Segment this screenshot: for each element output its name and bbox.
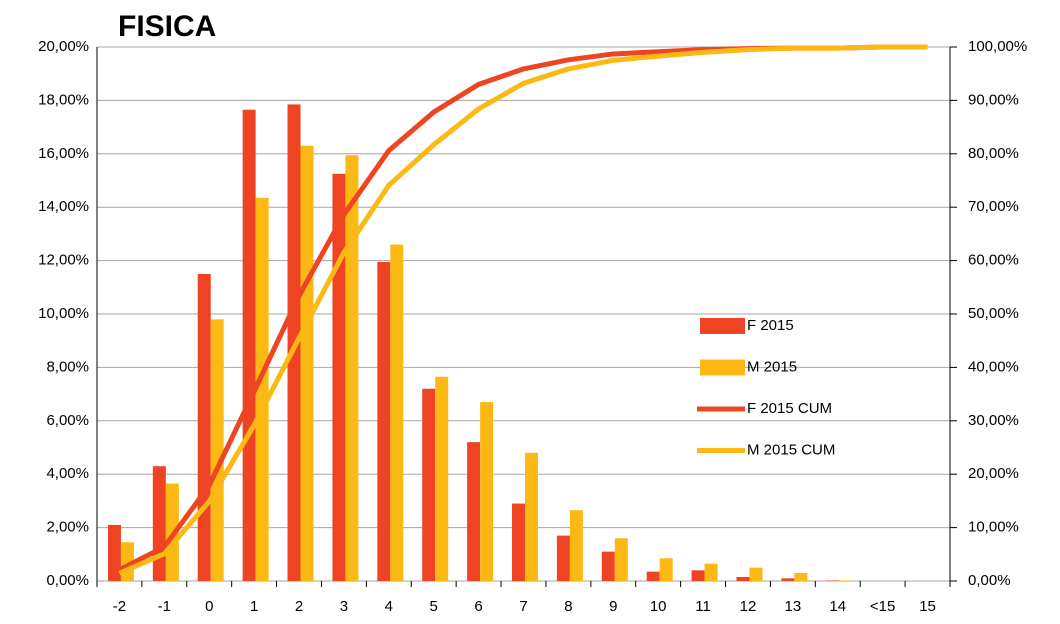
bar [422, 388, 436, 581]
bar [614, 538, 628, 581]
bar [255, 197, 269, 582]
y-tick-label: 20,00% [38, 38, 89, 55]
bar [480, 402, 494, 581]
chart-title: FISICA [118, 10, 216, 43]
bar [839, 580, 853, 581]
x-tick-label: 7 [519, 598, 527, 615]
bar [781, 578, 795, 581]
x-tick-label: 5 [430, 598, 438, 615]
bar [332, 173, 346, 581]
x-tick-label: 9 [609, 598, 617, 615]
bar [210, 319, 224, 581]
x-tick-label: 8 [564, 598, 572, 615]
y2-tick-label: 40,00% [968, 358, 1019, 375]
bar [601, 551, 615, 581]
x-tick-label: 14 [829, 598, 846, 615]
bar [242, 109, 256, 582]
x-tick-label: 13 [785, 598, 802, 615]
y-tick-label: 18,00% [38, 91, 89, 108]
legend-label: M 2015 CUM [747, 441, 835, 458]
bar [704, 563, 718, 581]
bar [556, 535, 570, 581]
y-tick-label: 2,00% [46, 519, 89, 536]
line [118, 44, 928, 573]
x-tick-label: 2 [295, 598, 303, 615]
x-tick-label: 11 [695, 598, 711, 615]
bar [467, 442, 481, 581]
bar [107, 524, 121, 581]
y2-tick-label: 60,00% [968, 252, 1019, 269]
x-tick-label: -1 [158, 598, 171, 615]
y2-tick-label: 10,00% [968, 519, 1019, 536]
y-tick-label: 0,00% [46, 572, 89, 589]
y-tick-label: 16,00% [38, 145, 89, 162]
x-tick-label: <15 [870, 598, 895, 615]
legend-swatch [700, 359, 745, 376]
legend-label: F 2015 [747, 317, 794, 334]
y-tick-label: 6,00% [46, 412, 89, 429]
y2-tick-label: 20,00% [968, 465, 1019, 482]
bar [152, 466, 166, 581]
bar [826, 580, 840, 581]
y2-tick-label: 30,00% [968, 412, 1019, 429]
bar [390, 244, 404, 581]
bar [736, 576, 750, 581]
x-tick-label: 3 [340, 598, 348, 615]
y2-tick-label: 50,00% [968, 305, 1019, 322]
y-tick-label: 12,00% [38, 252, 89, 269]
x-tick-label: 0 [205, 598, 213, 615]
bar [646, 571, 660, 581]
bar [435, 376, 449, 581]
legend-label: M 2015 [747, 358, 797, 375]
x-tick-label: 4 [385, 598, 393, 615]
legend-swatch [700, 318, 745, 334]
y-tick-label: 14,00% [38, 198, 89, 215]
line [118, 44, 928, 576]
y2-tick-label: 100,00% [968, 38, 1027, 55]
x-tick-label: 15 [919, 598, 936, 615]
y2-tick-label: 80,00% [968, 145, 1019, 162]
bar [525, 452, 538, 581]
bar [377, 261, 391, 581]
y2-tick-label: 70,00% [968, 198, 1019, 215]
bar [569, 510, 583, 581]
x-tick-label: -2 [113, 598, 126, 615]
y-tick-label: 10,00% [38, 305, 89, 322]
y-tick-label: 4,00% [46, 465, 89, 482]
x-tick-label: 10 [650, 598, 667, 615]
x-tick-label: 1 [250, 598, 258, 615]
bar [659, 558, 673, 581]
y2-tick-label: 0,00% [968, 572, 1011, 589]
y2-tick-label: 90,00% [968, 91, 1019, 108]
bar [300, 145, 314, 582]
bar [512, 503, 525, 581]
bar [197, 273, 211, 581]
bar [691, 570, 705, 581]
legend-label: F 2015 CUM [747, 400, 832, 417]
bar [794, 572, 808, 581]
bar [345, 155, 359, 581]
bar [749, 567, 763, 581]
x-tick-label: 6 [474, 598, 482, 615]
y-tick-label: 8,00% [46, 358, 89, 375]
x-tick-label: 12 [740, 598, 757, 615]
